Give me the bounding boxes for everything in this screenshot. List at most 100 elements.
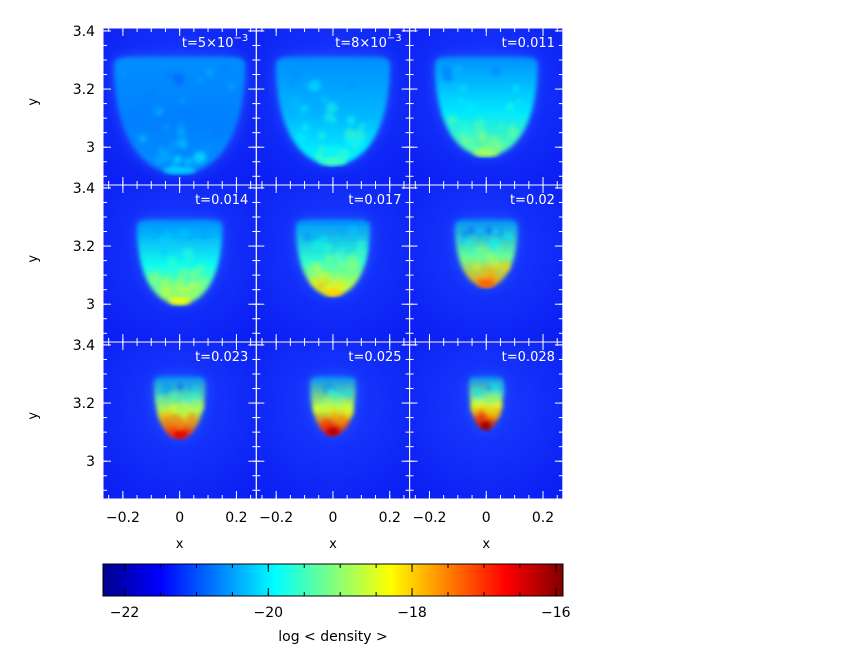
- density-clump: [309, 79, 321, 92]
- density-clump: [320, 95, 329, 104]
- colorbar-layer: −22 −20 −18 −16 log < density >: [102, 563, 571, 645]
- density-clump: [301, 123, 310, 132]
- density-clump: [169, 403, 179, 413]
- density-clump: [165, 400, 170, 406]
- density-peak: [173, 431, 187, 439]
- heatmap-panel: t=0.017: [256, 185, 410, 342]
- density-clump: [503, 231, 514, 242]
- heatmap-panel: t=0.023: [103, 342, 257, 499]
- density-clump: [513, 84, 520, 92]
- density-clump: [187, 384, 193, 390]
- density-clump: [169, 413, 180, 424]
- density-clump: [460, 229, 470, 239]
- density-clump: [168, 140, 179, 151]
- density-clump: [183, 108, 195, 120]
- density-clump: [176, 383, 185, 391]
- density-clump: [478, 118, 486, 126]
- density-clump: [312, 239, 323, 250]
- density-clump: [488, 135, 500, 147]
- density-peak: [481, 422, 491, 430]
- density-clump: [310, 267, 317, 274]
- y-tick-label: 3.4: [73, 181, 95, 197]
- density-clump: [347, 268, 354, 275]
- density-clump: [184, 256, 193, 265]
- density-clump: [468, 76, 474, 82]
- density-clump: [169, 263, 176, 270]
- panel-time-label: t=8×10−3: [335, 33, 401, 51]
- heatmap-panel: t=0.025: [256, 342, 410, 499]
- density-clump: [181, 272, 186, 277]
- y-tick-label: 3.4: [73, 338, 95, 354]
- panel-time-label: t=0.023: [195, 350, 248, 365]
- density-clump: [289, 95, 300, 107]
- density-clump: [457, 236, 466, 245]
- density-clump: [180, 394, 189, 403]
- density-clump: [206, 138, 213, 145]
- y-tick-label: 3: [86, 140, 95, 156]
- x-axis-label: x: [329, 537, 337, 552]
- colorbar-tick-label: −16: [541, 605, 571, 621]
- y-axis-label: y: [26, 255, 41, 263]
- density-clump: [182, 287, 189, 294]
- density-clump: [226, 81, 236, 92]
- panels-layer: t=5×10−3 t=8×10−3 t=0.011 t=0.014 t=0.017 t=0…: [103, 28, 563, 499]
- density-clump: [183, 157, 193, 166]
- density-clump: [464, 100, 476, 112]
- density-clump: [341, 244, 346, 249]
- density-clump: [477, 131, 488, 143]
- density-clump: [155, 235, 161, 242]
- x-tick-label: −0.2: [106, 510, 140, 526]
- y-tick-label: 3.2: [73, 239, 95, 255]
- density-clump: [485, 237, 490, 242]
- density-clump: [474, 229, 483, 238]
- density-clump: [483, 265, 494, 276]
- y-tick-label: 3: [86, 297, 95, 313]
- density-peak: [473, 149, 500, 157]
- panel-time-label: t=0.028: [502, 350, 555, 365]
- density-clump: [288, 78, 298, 88]
- panel-time-label: t=0.011: [502, 36, 555, 51]
- density-clump: [344, 128, 355, 139]
- density-clump: [121, 72, 128, 78]
- density-clump: [345, 82, 354, 90]
- x-tick-label: 0: [175, 510, 184, 526]
- density-clump: [319, 236, 327, 244]
- density-clump: [128, 112, 140, 124]
- density-clump: [353, 129, 366, 142]
- density-clump: [508, 128, 518, 137]
- density-clump: [329, 408, 334, 413]
- density-clump: [223, 64, 230, 70]
- y-axis-label: y: [26, 412, 41, 420]
- density-clump: [323, 112, 333, 122]
- density-clump: [169, 392, 179, 402]
- density-clump: [344, 388, 353, 398]
- x-axis-label: x: [176, 537, 184, 552]
- density-clump: [297, 133, 306, 142]
- density-peak: [163, 166, 196, 174]
- density-clump: [316, 282, 326, 292]
- density-clump: [487, 394, 499, 406]
- density-clump: [324, 254, 335, 265]
- density-clump: [318, 132, 326, 140]
- heatmap-panel: t=0.014: [103, 185, 257, 342]
- density-clump: [322, 123, 333, 134]
- grid-border: [102, 27, 564, 500]
- density-clump: [156, 395, 164, 404]
- x-tick-label: 0.2: [225, 510, 247, 526]
- colorbar: [102, 563, 564, 597]
- panel-time-label: t=0.014: [195, 193, 248, 208]
- density-clump: [162, 123, 170, 131]
- density-clump: [478, 266, 483, 271]
- density-clump: [448, 115, 457, 125]
- density-clump: [517, 99, 522, 104]
- axis-layer: 3 3.2 3.4 y 3 3.2 3.4 y 3 3.2 3.4 y −0.2 0 0.2 x −0.2 0 0.…: [26, 24, 564, 552]
- density-clump: [167, 72, 172, 78]
- density-clump: [329, 235, 334, 240]
- density-clump: [176, 127, 186, 137]
- density-clump: [159, 141, 166, 148]
- x-axis-label: x: [482, 537, 490, 552]
- density-clump: [161, 248, 169, 256]
- density-clump: [201, 233, 208, 241]
- density-clump: [471, 387, 484, 400]
